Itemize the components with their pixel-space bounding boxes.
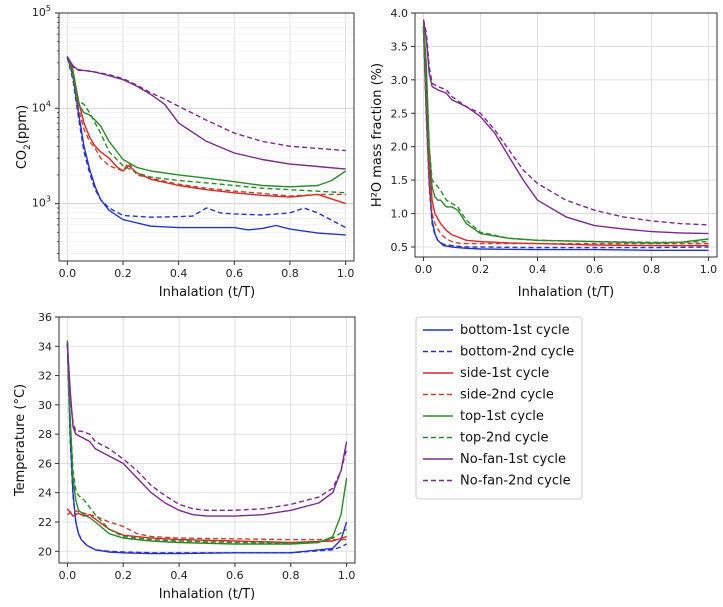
temperature-x-tick-label: 0.0 — [59, 569, 77, 582]
temperature-y-tick-label: 28 — [38, 428, 52, 441]
h2o-y-tick-label: 0.5 — [391, 241, 409, 254]
legend-label-no-fan-2nd-cycle: No-fan-2nd cycle — [460, 474, 571, 489]
h2o-series-bottom-1st-cycle — [422, 26, 709, 252]
h2o-x-tick-label: 0.0 — [415, 263, 433, 276]
h2o-series-no-fan-2nd-cycle — [422, 19, 709, 226]
legend-label-bottom-2nd-cycle: bottom-2nd cycle — [460, 345, 574, 360]
legend-label-side-2nd-cycle: side-2nd cycle — [460, 388, 554, 403]
temperature-y-tick-label: 36 — [38, 311, 52, 324]
h2o-x-tick-label: 0.8 — [643, 263, 661, 276]
temperature-series-top-1st-cycle — [66, 340, 348, 545]
legend-label-bottom-1st-cycle: bottom-1st cycle — [460, 323, 570, 338]
legend-label-no-fan-1st-cycle: No-fan-1st cycle — [460, 452, 566, 467]
temperature-y-tick-label: 22 — [38, 516, 52, 529]
temperature-series-no-fan-2nd-cycle — [66, 346, 348, 511]
temperature-y-tick-label: 24 — [38, 487, 52, 500]
temperature-series-no-fan-1st-cycle — [66, 343, 348, 517]
legend-label-side-1st-cycle: side-1st cycle — [460, 366, 549, 381]
h2o-x-tick-label: 0.4 — [529, 263, 547, 276]
h2o-y-tick-label: 2.0 — [391, 141, 409, 154]
co2-series-bottom-2nd-cycle — [66, 57, 347, 229]
temperature-x-tick-label: 0.8 — [282, 569, 300, 582]
co2-series-top-2nd-cycle — [66, 57, 346, 194]
co2-series-side-2nd-cycle — [66, 57, 346, 197]
co2-chart: 0.0 0.2 0.4 0.6 0.8 1.0 103 104 105 Inhalation (… — [15, 4, 355, 300]
temperature-x-tick-label: 1.0 — [338, 569, 356, 582]
temperature-series-bottom-2nd-cycle — [66, 343, 347, 554]
h2o-series-top-2nd-cycle — [422, 26, 709, 244]
h2o-y-axis-label: H²O mass fraction (%) — [370, 63, 385, 207]
h2o-y-tick-label: 2.5 — [391, 107, 409, 120]
temperature-y-tick-label: 34 — [38, 340, 52, 353]
legend-label-top-2nd-cycle: top-2nd cycle — [460, 431, 549, 446]
h2o-y-tick-label: 3.0 — [391, 74, 409, 87]
co2-x-tick-label: 0.4 — [170, 267, 188, 280]
h2o-y-tick-label: 3.5 — [391, 40, 409, 53]
co2-x-tick-label: 0.8 — [281, 267, 299, 280]
h2o-x-axis-label: Inhalation (t/T) — [518, 285, 614, 300]
h2o-y-tick-label: 1.0 — [391, 208, 409, 221]
temperature-y-axis-label: Temperature (°C) — [13, 384, 28, 497]
temperature-x-tick-label: 0.2 — [114, 569, 132, 582]
temperature-y-tick-label: 30 — [38, 399, 52, 412]
co2-series-bottom-1st-cycle — [66, 56, 346, 236]
co2-series-no-fan-2nd-cycle — [66, 57, 346, 152]
temperature-y-tick-label: 32 — [38, 370, 52, 383]
co2-series-no-fan-1st-cycle — [66, 56, 346, 170]
co2-x-tick-label: 0.6 — [226, 267, 244, 280]
co2-x-tick-label: 0.0 — [59, 267, 77, 280]
temperature-y-tick-label: 20 — [38, 545, 52, 558]
co2-y-tick-label: 104 — [32, 99, 51, 114]
legend-label-top-1st-cycle: top-1st cycle — [460, 409, 544, 424]
temperature-series-side-1st-cycle — [66, 508, 347, 544]
legend: bottom-1st cycle bottom-2nd cycle side-1st… — [415, 316, 583, 500]
co2-y-axis-label: CO2(ppm) — [15, 105, 33, 169]
temperature-x-tick-label: 0.4 — [170, 569, 188, 582]
temperature-chart: 0.0 0.2 0.4 0.6 0.8 1.0 20 22 24 26 28 30 32 34 36 Inh… — [13, 311, 356, 602]
h2o-chart: 0.0 0.2 0.4 0.6 0.8 1.0 0.5 1.0 1.5 2.0 2.5 3.0 3.5 4… — [370, 7, 718, 300]
temperature-series-side-2nd-cycle — [66, 509, 347, 541]
co2-x-axis-label: Inhalation (t/T) — [159, 285, 255, 300]
co2-y-tick-label: 105 — [32, 4, 51, 19]
h2o-series-side-1st-cycle — [422, 26, 709, 247]
co2-series-side-1st-cycle — [66, 56, 346, 205]
h2o-y-tick-label: 4.0 — [391, 7, 409, 20]
co2-x-tick-label: 0.2 — [114, 267, 132, 280]
h2o-x-tick-label: 1.0 — [700, 263, 718, 276]
temperature-y-tick-label: 26 — [38, 457, 52, 470]
co2-y-tick-label: 103 — [32, 195, 51, 210]
h2o-x-tick-label: 0.6 — [586, 263, 604, 276]
co2-x-tick-label: 1.0 — [337, 267, 355, 280]
h2o-series-no-fan-1st-cycle — [422, 19, 709, 235]
temperature-x-axis-label: Inhalation (t/T) — [159, 587, 255, 602]
co2-series-top-1st-cycle — [66, 56, 347, 188]
h2o-y-tick-label: 1.5 — [391, 174, 409, 187]
temperature-series-top-2nd-cycle — [66, 341, 347, 544]
h2o-x-tick-label: 0.2 — [472, 263, 490, 276]
temperature-x-tick-label: 0.6 — [226, 569, 244, 582]
